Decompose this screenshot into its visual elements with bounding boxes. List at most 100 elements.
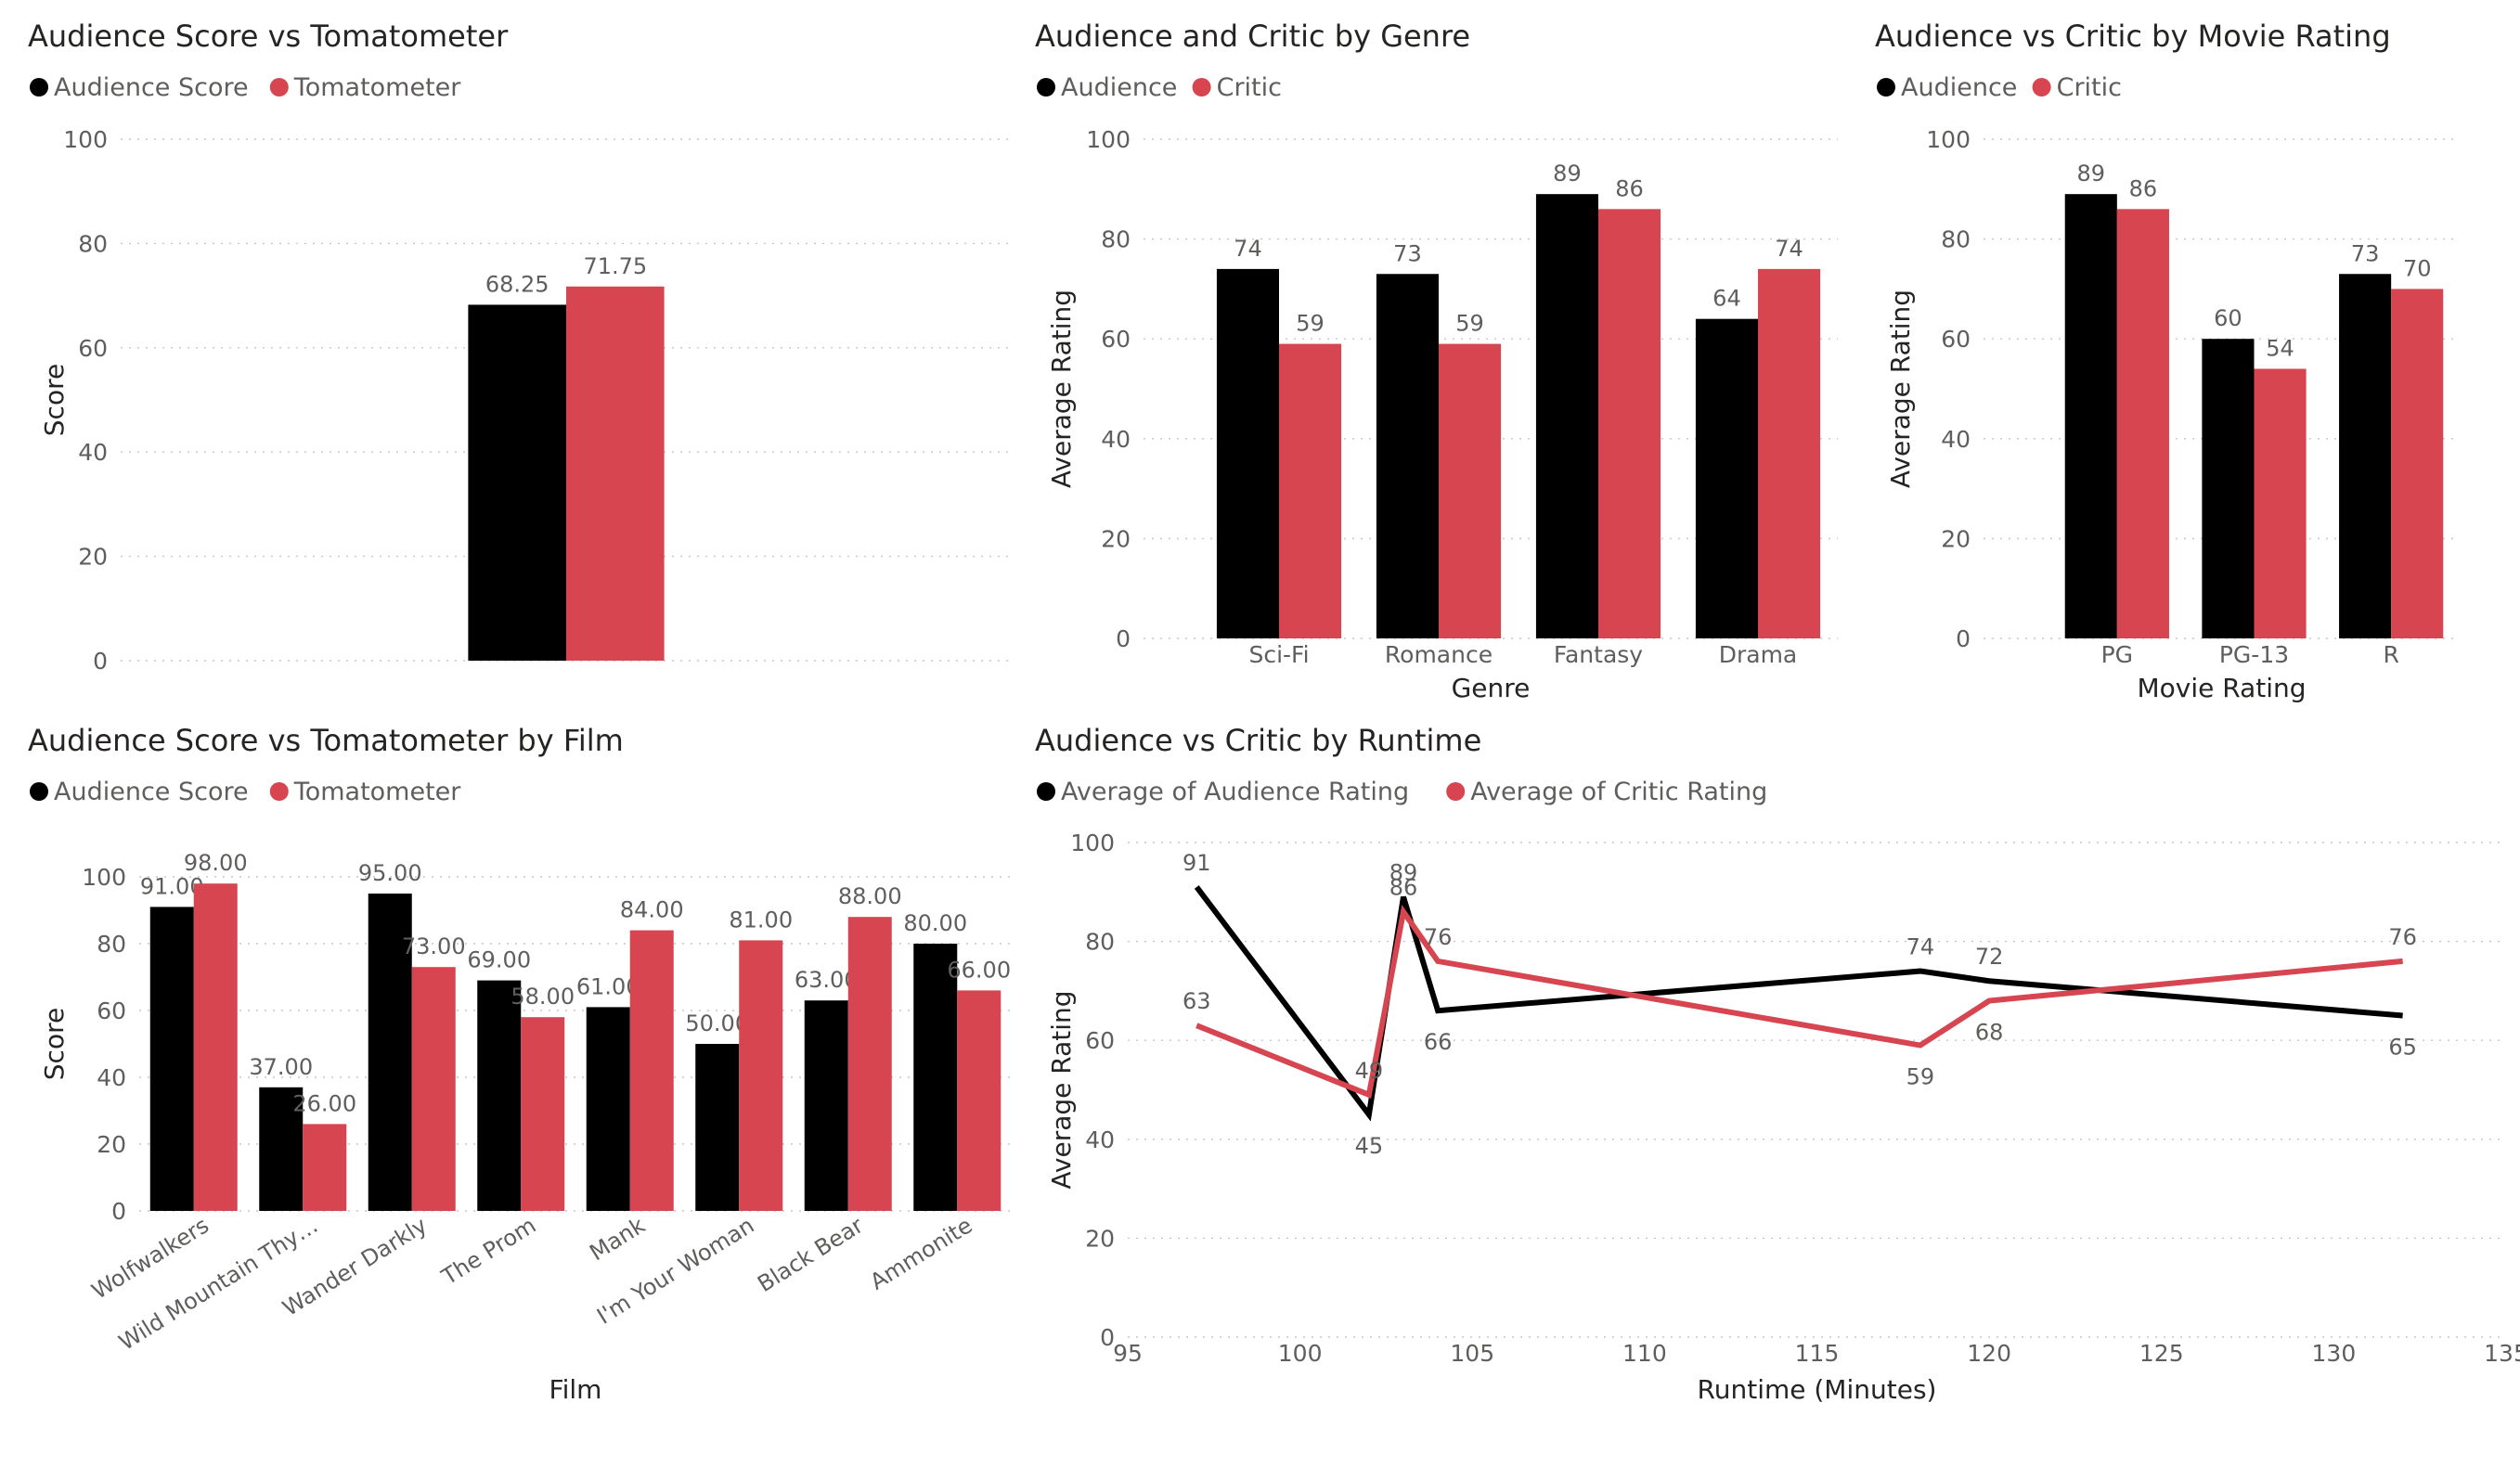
bar-audience[interactable]: [804, 1000, 848, 1211]
data-label: 88.00: [838, 883, 902, 909]
point-label: 86: [1389, 875, 1418, 901]
bar-critic[interactable]: [2116, 209, 2169, 638]
point-label: 45: [1355, 1133, 1384, 1159]
y-tick-label: 60: [1941, 326, 1971, 353]
bar-critic[interactable]: [1439, 343, 1502, 638]
legend-marker[interactable]: [1192, 78, 1211, 97]
bar-critic[interactable]: [303, 1124, 347, 1211]
series-line-audience[interactable]: [1194, 885, 2403, 1122]
x-tick-label: Ammonite: [866, 1212, 977, 1294]
bar-critic[interactable]: [847, 917, 892, 1211]
y-tick-label: 0: [1116, 625, 1131, 652]
data-label: 80.00: [903, 910, 967, 936]
x-tick-label: Fantasy: [1554, 641, 1643, 668]
x-tick-label: Romance: [1385, 641, 1493, 668]
x-tick-label: PG-13: [2219, 641, 2289, 668]
x-tick-label: Drama: [1719, 641, 1798, 668]
bar-critic[interactable]: [411, 967, 456, 1211]
x-tick-label: 125: [2139, 1340, 2184, 1367]
x-tick-label: 130: [2312, 1340, 2357, 1367]
x-axis-title: Genre: [1452, 673, 1531, 703]
bar-critic[interactable]: [2391, 289, 2444, 638]
x-tick-label: 120: [1967, 1340, 2011, 1367]
legend-marker[interactable]: [1446, 782, 1466, 801]
point-label: 49: [1355, 1058, 1384, 1084]
legend-marker[interactable]: [1037, 782, 1055, 801]
legend-marker[interactable]: [30, 78, 48, 97]
chart-c1: Audience Score vs Tomatometer Audience Sc…: [28, 19, 1012, 675]
data-label: 73: [1393, 240, 1422, 266]
x-tick-label: 105: [1450, 1340, 1494, 1367]
legend-marker[interactable]: [1877, 78, 1895, 97]
y-tick-label: 60: [78, 335, 108, 362]
point-label: 68: [1975, 1020, 2004, 1046]
legend-marker[interactable]: [2032, 78, 2051, 97]
point-label: 76: [2388, 924, 2417, 950]
x-axis-title: Runtime (Minutes): [1698, 1374, 1937, 1405]
legend-marker[interactable]: [269, 782, 289, 801]
bar-critic[interactable]: [1598, 209, 1661, 638]
bar-audience[interactable]: [586, 1007, 630, 1211]
bar-audience[interactable]: [149, 907, 194, 1211]
bar-audience[interactable]: [368, 894, 412, 1211]
bar-audience[interactable]: [477, 980, 522, 1211]
bar-audience[interactable]: [1376, 274, 1439, 638]
bar-audience[interactable]: [1535, 194, 1598, 638]
bar-critic[interactable]: [193, 883, 238, 1211]
x-axis-title: Movie Rating: [2137, 673, 2306, 703]
y-tick-label: 20: [1085, 1225, 1115, 1252]
y-axis-title: Score: [39, 1008, 70, 1080]
data-label: 81.00: [729, 907, 793, 933]
bar-critic[interactable]: [1279, 343, 1342, 638]
data-label: 68.25: [485, 271, 549, 297]
bar-critic[interactable]: [739, 940, 783, 1211]
y-axis-title: Score: [39, 364, 70, 436]
y-tick-label: 60: [1101, 326, 1131, 353]
chart-title: Audience Score vs Tomatometer: [28, 19, 509, 54]
y-tick-label: 100: [1070, 830, 1115, 856]
point-label: 91: [1182, 850, 1211, 876]
bar-audience[interactable]: [2064, 194, 2117, 638]
data-label: 98.00: [184, 850, 248, 876]
x-tick-label: PG: [2101, 641, 2133, 668]
y-axis-title: Average Rating: [1046, 990, 1077, 1189]
bar-audience[interactable]: [2202, 339, 2255, 638]
bar-audience[interactable]: [259, 1087, 304, 1211]
bar-audience[interactable]: [1695, 318, 1758, 638]
chart-c4: Audience Score vs Tomatometer by Film Aud…: [28, 723, 1012, 1405]
bar-audience[interactable]: [695, 1044, 740, 1211]
bar-audience[interactable]: [468, 304, 566, 661]
x-tick-label: Black Bear: [753, 1212, 868, 1297]
data-label: 37.00: [249, 1054, 313, 1080]
y-tick-label: 60: [1085, 1027, 1115, 1054]
legend-marker[interactable]: [1037, 78, 1055, 97]
legend-label: Tomatometer: [293, 73, 461, 102]
y-tick-label: 20: [1941, 525, 1971, 552]
y-tick-label: 80: [1101, 226, 1131, 253]
y-axis-title: Average Rating: [1046, 290, 1077, 488]
bar-critic[interactable]: [957, 990, 1002, 1211]
data-label: 95.00: [358, 860, 422, 886]
legend-label: Average of Critic Rating: [1470, 778, 1767, 806]
legend-label: Critic: [1217, 73, 1282, 102]
data-label: 26.00: [292, 1090, 356, 1116]
legend-label: Audience Score: [54, 778, 249, 806]
y-tick-label: 80: [1941, 226, 1971, 253]
bar-critic[interactable]: [1758, 268, 1821, 638]
bar-critic[interactable]: [566, 286, 665, 661]
bar-audience[interactable]: [1216, 268, 1279, 638]
bar-critic[interactable]: [629, 930, 674, 1211]
legend-marker[interactable]: [269, 78, 289, 97]
bar-critic[interactable]: [521, 1017, 565, 1211]
bar-audience[interactable]: [2339, 274, 2392, 638]
chart-title: Audience vs Critic by Runtime: [1035, 723, 1481, 758]
series-line-critic[interactable]: [1195, 905, 2403, 1099]
legend-marker[interactable]: [30, 782, 48, 801]
bar-audience[interactable]: [913, 944, 958, 1211]
point-label: 89: [1389, 860, 1418, 886]
y-tick-label: 20: [1101, 525, 1131, 552]
legend-label: Audience: [1901, 73, 2017, 102]
chart-title: Audience and Critic by Genre: [1035, 19, 1470, 54]
data-label: 73.00: [402, 933, 466, 959]
bar-critic[interactable]: [2254, 368, 2307, 638]
